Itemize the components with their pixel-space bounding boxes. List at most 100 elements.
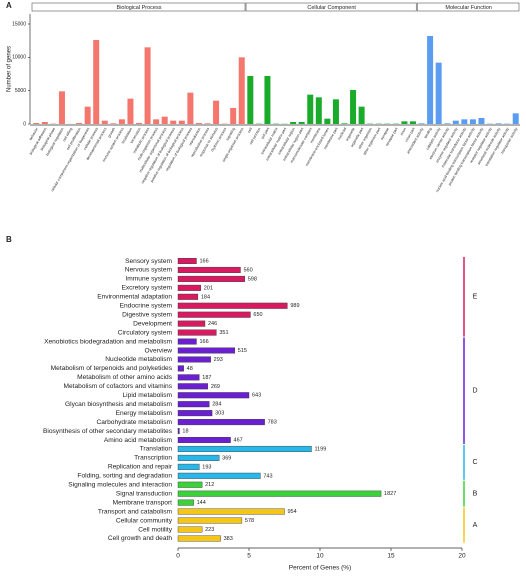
bar [177,454,220,461]
count-label: 223 [205,527,214,533]
bar [177,410,213,417]
count-label: 284 [212,402,221,408]
bar [177,275,245,282]
category-label: Signaling molecules and interaction [68,482,172,489]
count-label: 1827 [384,491,396,497]
category-label: Xenobiotics biodegradation and metabolis… [44,338,172,345]
category-label: Circulatory system [118,329,173,336]
bar [213,100,220,124]
category-label: Excretory system [121,285,172,292]
category-label: Biosynthesis of other secondary metaboli… [43,428,173,435]
count-label: 467 [234,437,243,443]
bar [452,120,459,124]
x-tick-label: behavior [29,126,40,141]
group-name: A [473,522,478,529]
bar [461,119,468,124]
x-tick-label: cell killing [62,127,73,142]
bar [170,120,177,124]
bar [177,284,201,291]
bar [238,57,245,125]
count-label: 1199 [314,446,326,452]
bar [177,428,180,435]
bar [178,120,185,124]
bar [93,40,100,124]
bar [177,437,231,444]
bar [350,90,357,124]
category-label: Energy metabolism [116,410,173,417]
bar [307,94,314,124]
count-label: 166 [199,339,208,345]
group-name: C [472,459,477,466]
category-label: Replication and repair [108,464,173,471]
group-header [416,2,520,12]
group-name: D [472,388,477,395]
bar [177,419,265,426]
bar [177,338,197,345]
bar [341,123,348,124]
bar [177,535,221,542]
count-label: 303 [215,411,224,417]
bar [177,472,261,479]
bar [177,383,209,390]
bar [177,508,285,515]
bar [177,401,210,408]
category-label: Amino acid metabolism [104,437,173,444]
panel-label: A [6,1,12,10]
category-label: Endocrine system [120,303,173,310]
count-label: 187 [202,375,211,381]
category-label: Transcription [134,455,172,462]
category-label: Membrane transport [113,499,173,506]
panel-label: B [6,235,12,244]
bar [161,116,168,124]
count-label: 598 [248,276,257,282]
x-tick-label: 20 [458,553,466,560]
bar [177,329,217,336]
category-label: Cell motility [138,526,172,533]
bar [58,91,65,124]
bar [177,481,203,488]
category-label: Cell growth and death [108,535,172,542]
count-label: 48 [187,366,193,372]
count-label: 743 [263,473,272,479]
bar [177,266,241,273]
y-tick-label: 0 [23,121,26,127]
bar [177,392,250,399]
category-label: Metabolism of terpenoids and polyketides [51,365,173,372]
bar [136,123,143,124]
group-name: Biological Process [117,5,162,11]
bar [41,122,48,124]
bar [177,463,200,470]
bar [177,356,211,363]
bar [84,106,91,124]
x-tick-label: virion [399,127,407,136]
count-label: 166 [199,258,208,264]
x-tick-label: nucleoid [337,127,347,141]
count-label: 954 [288,509,297,515]
bar [177,445,312,452]
bar [495,123,502,124]
category-label: Folding, sorting and degradation [77,473,172,480]
y-axis-label: Number of genes [7,46,13,92]
category-label: Carbohydrate metabolism [97,419,173,426]
bar [177,365,184,372]
y-tick-label: 15000 [12,21,26,27]
bar [290,122,297,124]
x-tick-label: 10 [316,553,324,560]
count-label: 783 [268,420,277,426]
count-label: 369 [222,455,231,461]
bar [177,320,206,327]
bar [177,526,203,533]
group-name: Cellular Component [307,5,356,11]
category-label: Nucleotide metabolism [105,356,172,363]
bar [177,374,200,381]
bar [187,92,194,124]
category-label: Sensory system [125,258,172,265]
bar [427,36,434,124]
bar [101,120,108,124]
bar [512,113,519,124]
bar [33,123,40,124]
count-label: 560 [243,267,252,273]
group-name: E [473,294,478,301]
bar [177,302,288,309]
